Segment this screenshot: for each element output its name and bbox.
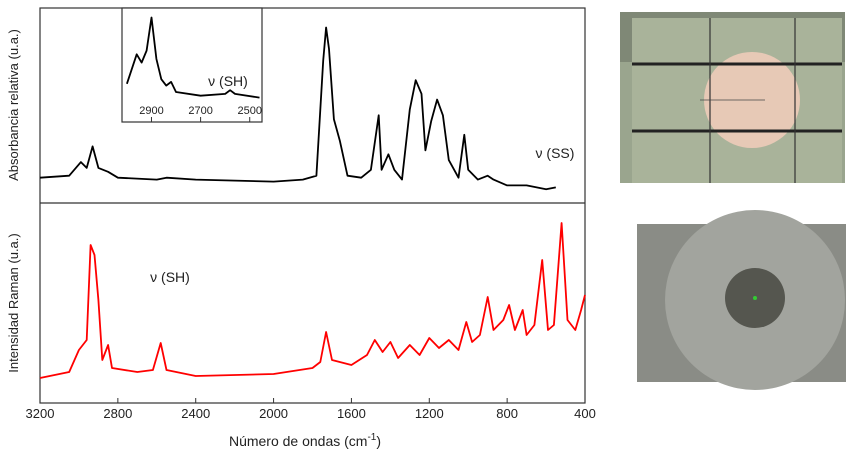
plot-frame — [39, 7, 586, 404]
y-axis-label: Absorbancia relativa (u.a.) — [6, 29, 21, 181]
x-tick-label: 2800 — [103, 406, 132, 421]
x-tick-label: 2000 — [259, 406, 288, 421]
annotation: ν (SH) — [150, 269, 190, 285]
spectrum-line — [39, 222, 586, 379]
spectrum-line — [126, 16, 260, 99]
x-axis-label-text: Número de ondas (cm — [229, 433, 368, 449]
x-tick-label: 2700 — [188, 105, 212, 117]
y-axis-label: Intensidad Raman (u.a.) — [6, 233, 21, 372]
microscope-image — [620, 12, 845, 195]
x-axis-label: Número de ondas (cm-1) — [229, 432, 381, 449]
x-tick-label: 1200 — [415, 406, 444, 421]
x-tick-label: 800 — [496, 406, 518, 421]
x-tick-label: 400 — [574, 406, 596, 421]
microscope-image — [625, 210, 848, 395]
x-tick-label: 2900 — [139, 105, 163, 117]
spectrum-line — [39, 26, 556, 191]
x-tick-label: 3200 — [26, 406, 55, 421]
inset-frame — [121, 7, 263, 123]
x-axis-label-sup: -1 — [367, 432, 376, 443]
annotation: ν (SS) — [536, 145, 575, 161]
x-tick-label: 2500 — [237, 105, 261, 117]
x-tick-label: 1600 — [337, 406, 366, 421]
x-axis-label-close: ) — [376, 433, 381, 449]
x-tick-label: 2400 — [181, 406, 210, 421]
annotation: ν (SH) — [208, 73, 248, 89]
